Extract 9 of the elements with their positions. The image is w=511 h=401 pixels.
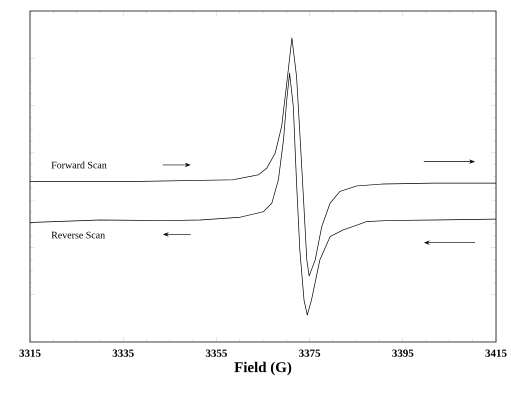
x-tick-label: 3375 xyxy=(299,350,320,357)
x-axis-title: Field (G) xyxy=(234,362,292,376)
x-tick-label: 3335 xyxy=(112,350,134,357)
series-label: Forward Scan xyxy=(51,161,107,168)
x-tick-label: 3395 xyxy=(392,350,414,357)
series-label: Reverse Scan xyxy=(51,232,105,238)
x-tick-label: 3315 xyxy=(19,350,41,357)
x-tick-label: 3355 xyxy=(206,350,227,357)
x-tick-label: 3415 xyxy=(485,350,507,357)
